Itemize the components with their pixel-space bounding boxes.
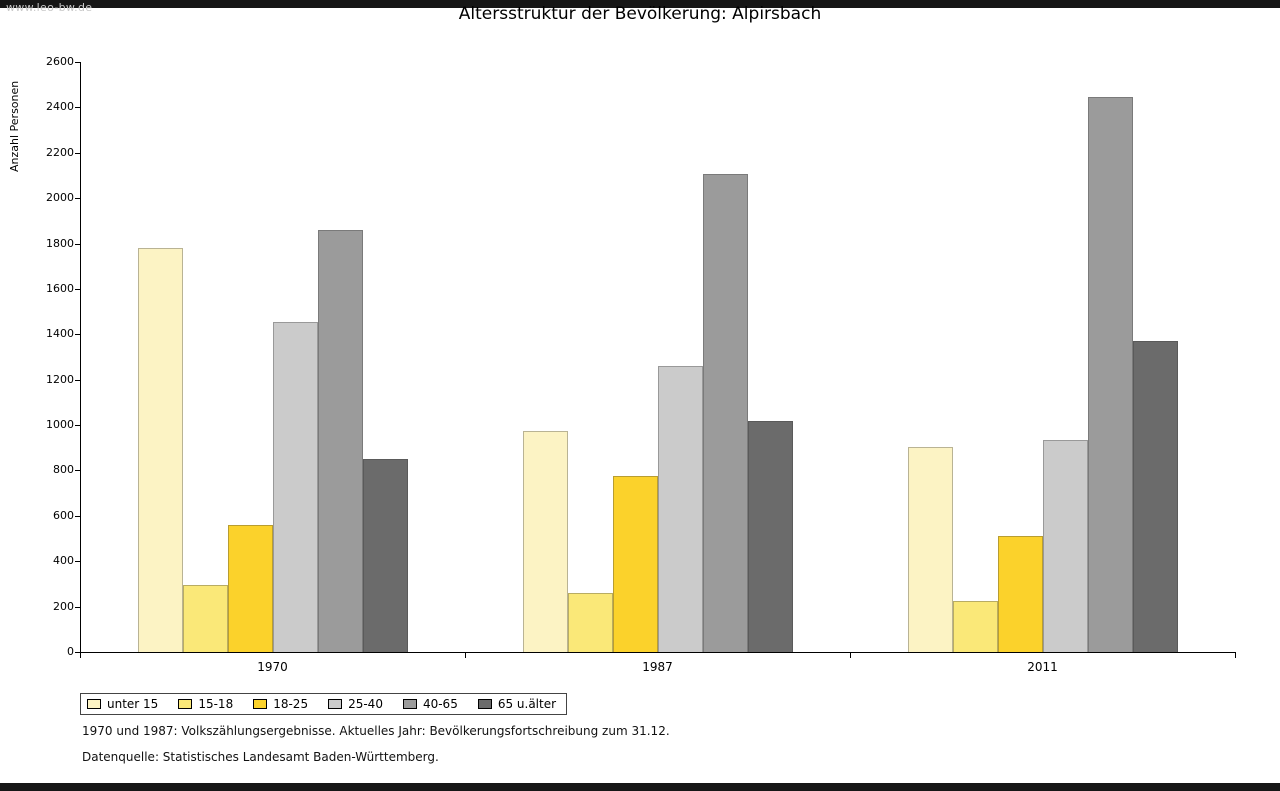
x-axis-category-label: 1970	[257, 660, 288, 674]
watermark: www.leo-bw.de	[6, 1, 93, 14]
x-axis-tick	[465, 653, 466, 658]
legend-item: 15-18	[178, 697, 233, 711]
x-axis-tick	[1235, 653, 1236, 658]
legend-item: 65 u.älter	[477, 697, 557, 711]
legend-label: unter 15	[107, 697, 159, 711]
legend-swatch	[178, 699, 193, 709]
y-axis-tick-label: 1800	[46, 236, 74, 250]
y-axis-tick-label: 1200	[46, 372, 74, 386]
x-axis-category-label: 2011	[1027, 660, 1058, 674]
legend-swatch	[328, 699, 343, 709]
legend-label: 18-25	[273, 697, 309, 711]
chart-title: Altersstruktur der Bevölkerung: Alpirsba…	[458, 4, 822, 24]
y-axis-tick-label: 200	[53, 599, 74, 613]
legend-label: 65 u.älter	[497, 697, 557, 711]
legend-label: 25-40	[348, 697, 383, 711]
y-axis-tick-label: 600	[53, 508, 74, 522]
bottom-border-bar	[0, 783, 1280, 791]
x-axis-tick	[80, 653, 81, 658]
y-axis-title: Anzahl Personen	[8, 80, 21, 172]
legend-swatch	[87, 699, 101, 709]
y-axis-tick-label: 2200	[46, 145, 74, 159]
footnote-data-source: Datenquelle: Statistisches Landesamt Bad…	[82, 750, 439, 764]
legend-label: 15-18	[198, 697, 234, 711]
y-axis-tick-label: 2600	[46, 55, 74, 68]
legend-item: unter 15	[87, 697, 158, 711]
legend: unter 15 15-18 18-25 25-40 40-65 65 u.älter	[80, 693, 568, 715]
x-axis-category-label: 1987	[642, 660, 673, 674]
top-border-bar	[0, 0, 1280, 8]
plot-area	[80, 62, 1236, 653]
footnote-source-note: 1970 und 1987: Volkszählungsergebnisse. …	[82, 724, 670, 738]
legend-label: 40-65	[422, 697, 458, 711]
legend-item: 18-25	[253, 697, 308, 711]
legend-swatch	[477, 699, 492, 709]
y-axis-tick-label: 1400	[46, 327, 74, 341]
y-axis-tick-label: 2000	[46, 191, 74, 205]
legend-swatch	[402, 699, 417, 709]
y-axis-tick-label: 0	[67, 645, 74, 658]
legend-item: 25-40	[328, 697, 383, 711]
y-axis-tick-label: 1000	[46, 418, 74, 432]
x-axis-tick	[850, 653, 851, 658]
y-axis-tick-label: 2400	[46, 100, 74, 114]
y-axis-tick-label: 800	[53, 463, 74, 477]
legend-item: 40-65	[402, 697, 458, 711]
y-axis-tick-label: 400	[53, 554, 74, 568]
y-axis-tick-label: 1600	[46, 281, 74, 295]
legend-swatch	[253, 699, 268, 709]
